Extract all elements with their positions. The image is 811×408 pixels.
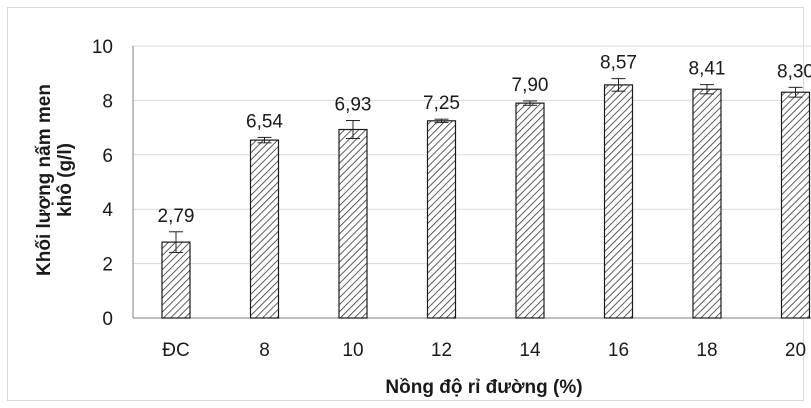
data-label: 6,93 <box>335 95 372 116</box>
y-tick-label: 6 <box>102 146 113 167</box>
x-tick-label: 18 <box>696 340 717 361</box>
data-label: 8,41 <box>689 59 726 80</box>
chart-frame <box>7 7 804 401</box>
x-tick-label: 14 <box>519 340 541 361</box>
x-axis-title: Nồng độ rỉ đường (%) <box>385 377 582 398</box>
data-label: 7,25 <box>423 93 460 114</box>
bar <box>249 139 280 319</box>
y-tick-label: 8 <box>102 91 113 112</box>
data-label: 6,54 <box>246 111 283 132</box>
x-tick-label: 16 <box>608 340 629 361</box>
data-label: 2,79 <box>158 206 195 227</box>
y-axis-title: Khối lượng nấm men khô (g/l) <box>34 84 76 276</box>
bars <box>161 78 811 319</box>
bar <box>426 120 457 319</box>
y-tick-label: 0 <box>102 309 113 330</box>
y-axis-title-line2: khô (g/l) <box>55 143 76 217</box>
x-tick-label: 10 <box>342 340 363 361</box>
y-tick-label: 2 <box>102 255 113 276</box>
y-axis-ticks: 0 2 4 6 8 10 <box>92 37 114 330</box>
bar <box>603 84 634 319</box>
x-tick-label: 8 <box>259 340 270 361</box>
x-tick-label: 20 <box>785 340 806 361</box>
data-label: 8,30 <box>777 61 811 82</box>
bar <box>161 241 191 319</box>
bar <box>780 91 811 319</box>
bar <box>338 128 368 319</box>
y-axis-title-line1: Khối lượng nấm men <box>34 84 55 276</box>
data-label: 7,90 <box>512 75 549 96</box>
x-axis-ticks: ĐC 8 10 12 14 16 18 20 <box>162 340 806 361</box>
bar <box>692 88 722 319</box>
y-tick-label: 10 <box>92 37 113 58</box>
data-labels: 2,79 6,54 6,93 7,25 7,90 8,57 8,41 8,30 <box>158 53 811 227</box>
bar <box>515 102 545 319</box>
x-tick-label: ĐC <box>162 340 189 361</box>
data-label: 8,57 <box>600 53 637 74</box>
x-tick-label: 12 <box>431 340 452 361</box>
y-tick-label: 4 <box>102 200 113 221</box>
